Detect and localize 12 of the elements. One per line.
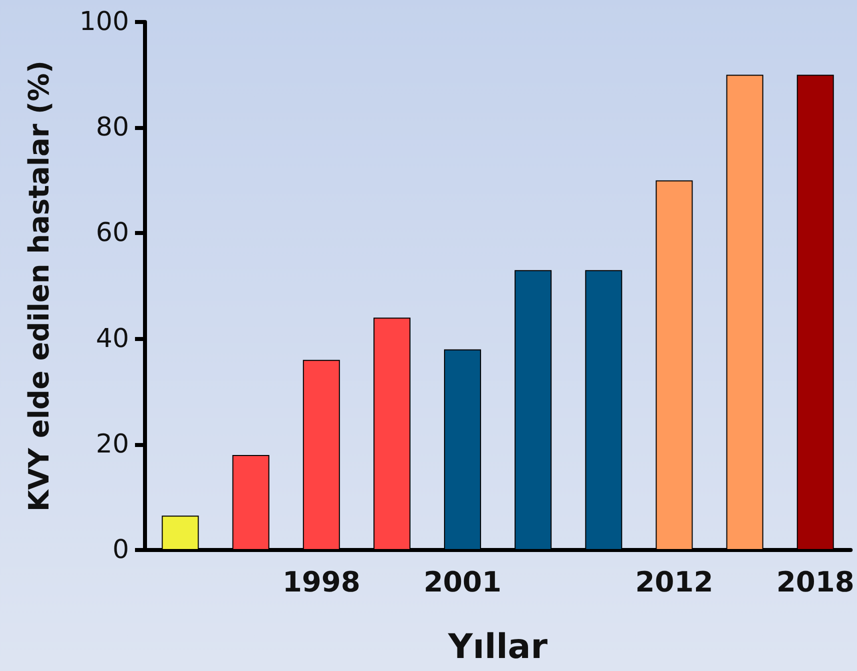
y-tick-label: 100 <box>79 7 129 37</box>
y-tick-label: 20 <box>96 429 129 460</box>
x-tick-label: 1998 <box>282 566 360 598</box>
y-tick-label: 40 <box>96 324 129 354</box>
x-axis-title: Yıllar <box>447 627 548 667</box>
y-tick-label: 60 <box>96 218 129 248</box>
x-tick-label: 2012 <box>635 566 714 598</box>
y-tick-label: 0 <box>112 535 129 565</box>
x-tick-label: 2001 <box>424 566 502 598</box>
y-tick-label: 80 <box>96 112 129 143</box>
x-tick-label: 2018 <box>776 566 854 598</box>
y-axis-title: KVY elde edilen hastalar (%) <box>22 60 56 512</box>
